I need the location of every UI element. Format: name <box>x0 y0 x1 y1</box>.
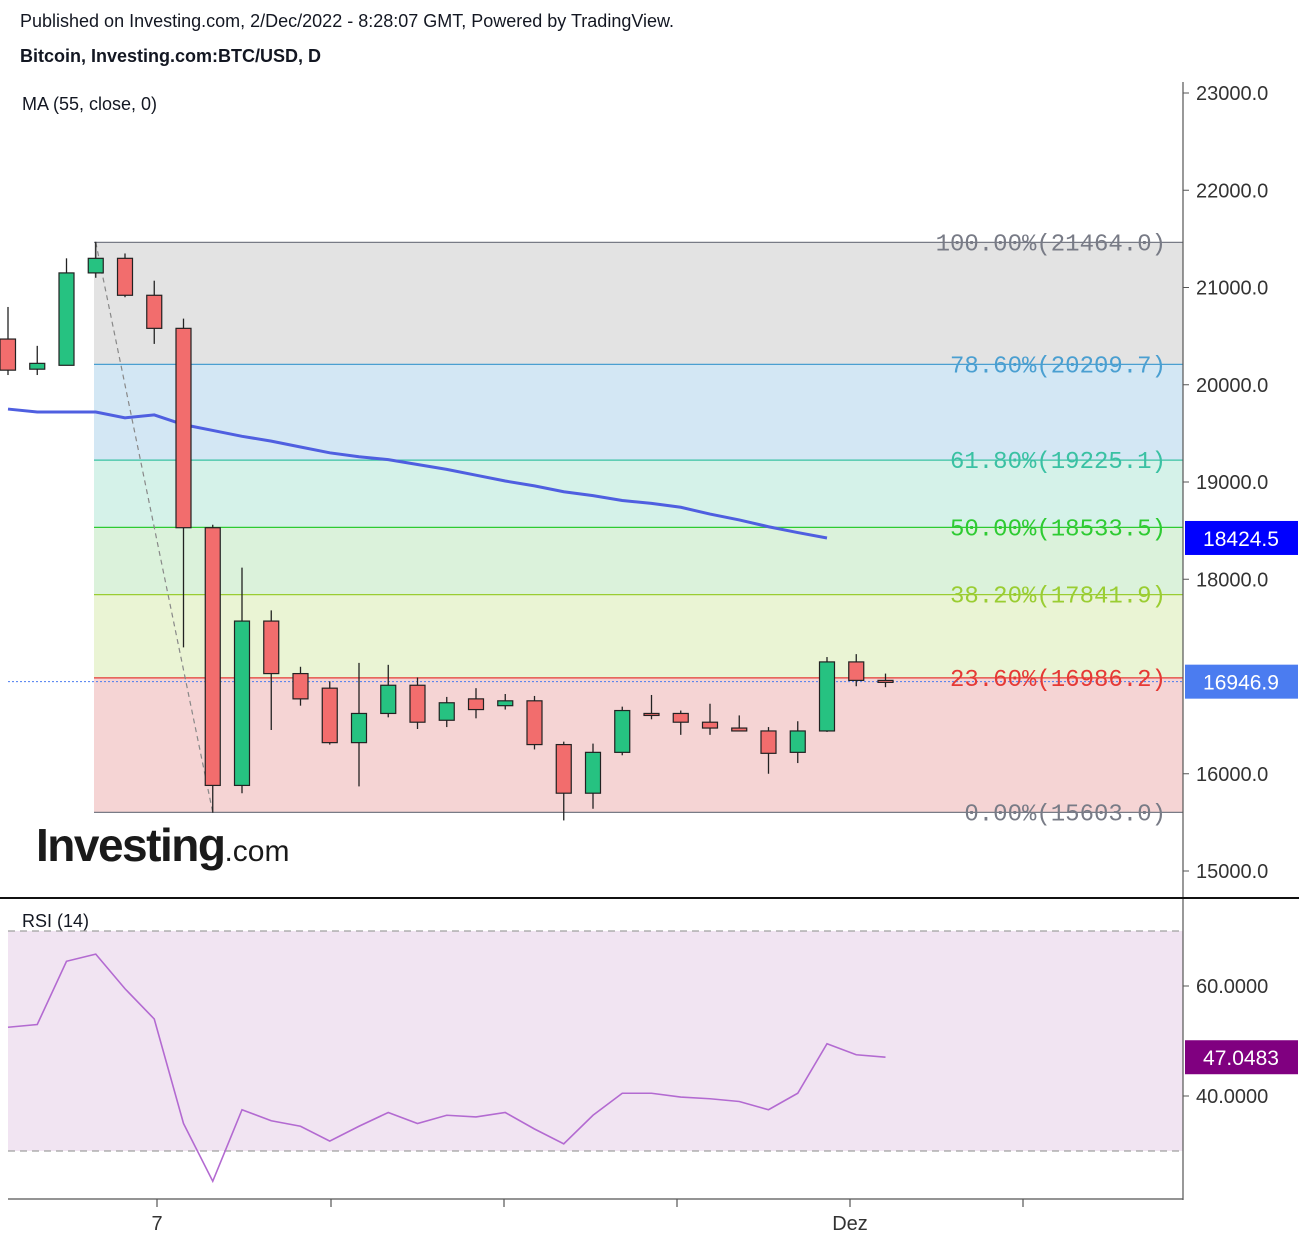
rsi-tick-label-0: 60.0000 <box>1196 976 1268 998</box>
candle-body-27 <box>789 730 806 753</box>
candle-body-22 <box>643 712 660 717</box>
price-tick-label-5: 18000.0 <box>1196 569 1268 591</box>
rsi-indicator-label: RSI (14) <box>22 911 90 931</box>
fib-label-6: 0.00%(15603.0) <box>964 801 1166 828</box>
candle-body-18 <box>526 700 543 746</box>
rsi-background-group <box>8 930 1183 1152</box>
candle-body-5 <box>146 294 163 329</box>
price-tick-label-0: 23000.0 <box>1196 83 1268 105</box>
fib-label-4: 38.20%(17841.9) <box>950 584 1166 611</box>
axes-group <box>0 82 1299 1207</box>
fib-label-2: 61.80%(19225.1) <box>950 449 1166 476</box>
fib-label-1: 78.60%(20209.7) <box>950 353 1166 380</box>
ma-indicator-label: MA (55, close, 0) <box>22 94 158 114</box>
price-tag-1-bg <box>1185 664 1298 699</box>
candle-body-10 <box>292 672 309 700</box>
fib-label-3: 50.00%(18533.5) <box>950 516 1166 543</box>
logo-suffix: .com <box>224 835 290 868</box>
candle-body-30 <box>877 679 894 683</box>
candle-body-24 <box>701 721 719 729</box>
price-tick-label-6: 16000.0 <box>1196 764 1268 786</box>
time-tick-label-1: Dez <box>832 1213 868 1234</box>
price-tick-label-4: 19000.0 <box>1196 472 1268 494</box>
candle-body-15 <box>438 702 455 721</box>
price-tick-label-2: 21000.0 <box>1196 278 1268 300</box>
rsi-line-group <box>7 953 886 1184</box>
fib-fill-group <box>94 242 1183 813</box>
ma-line <box>7 407 828 540</box>
candle-body-8 <box>233 620 251 787</box>
candle-body-1 <box>29 362 46 370</box>
fib-trendline-group <box>95 242 214 813</box>
candle-body-23 <box>672 712 689 723</box>
rsi-band-fill <box>8 931 1183 1151</box>
tick-label-group: 23000.0 22000.0 21000.0 20000.0 19000.0 18000… <box>151 83 1268 1234</box>
investing-logo: Investing.com <box>36 818 289 872</box>
candle-body-28 <box>818 661 836 732</box>
fib-trendline <box>95 242 214 813</box>
candle-body-2 <box>58 272 75 366</box>
candle-body-25 <box>731 727 748 732</box>
candles-group <box>0 241 894 821</box>
symbol-title: Bitcoin, Investing.com:BTC/USD, D <box>20 46 322 66</box>
rsi-tick-label-1: 40.0000 <box>1196 1086 1268 1108</box>
ma-line-group <box>7 407 1183 683</box>
candle-body-17 <box>497 700 514 707</box>
candle-body-16 <box>467 698 485 711</box>
candle-body-11 <box>321 687 338 744</box>
price-tag-1-text: 16946.9 <box>1203 672 1279 695</box>
candle-body-7 <box>204 527 221 787</box>
candle-body-19 <box>555 743 572 794</box>
candle-body-26 <box>760 730 777 754</box>
fib-band-0 <box>94 242 1183 365</box>
published-info: Published on Investing.com, 2/Dec/2022 -… <box>20 11 675 31</box>
fib-band-2 <box>94 460 1183 528</box>
candle-body-0 <box>0 338 17 371</box>
price-tick-label-7: 15000.0 <box>1196 861 1268 883</box>
price-tick-label-1: 22000.0 <box>1196 180 1268 202</box>
fib-line-group <box>94 241 1183 813</box>
logo-brand: Investing <box>36 819 226 871</box>
candle-body-14 <box>409 684 426 723</box>
candle-body-29 <box>848 661 865 681</box>
fib-band-5 <box>94 677 1183 813</box>
candle-body-12 <box>350 712 368 744</box>
fib-label-group: 100.00%(21464.0) 78.60%(20209.7) 61.80%(19… <box>936 231 1166 828</box>
fib-band-3 <box>94 527 1183 595</box>
fib-band-1 <box>94 364 1183 461</box>
price-tag-0-bg <box>1185 520 1298 555</box>
price-tag-0-text: 18424.5 <box>1203 528 1279 551</box>
price-tag-group: 18424.5 16946.9 47.0483 <box>1185 520 1298 1075</box>
price-tick-label-3: 20000.0 <box>1196 375 1268 397</box>
rsi-tag-bg <box>1185 1040 1298 1075</box>
rsi-tag-text: 47.0483 <box>1203 1047 1279 1070</box>
candle-body-21 <box>614 709 631 753</box>
fib-label-5: 23.60%(16986.2) <box>950 667 1166 694</box>
candle-body-9 <box>263 620 280 675</box>
time-tick-label-0: 7 <box>151 1213 162 1234</box>
candle-body-13 <box>380 684 397 715</box>
fib-label-0: 100.00%(21464.0) <box>936 231 1166 258</box>
rsi-line <box>7 953 886 1184</box>
candle-body-4 <box>116 257 134 296</box>
candle-body-6 <box>175 327 192 529</box>
candle-body-3 <box>87 257 104 274</box>
candle-body-20 <box>584 751 602 794</box>
